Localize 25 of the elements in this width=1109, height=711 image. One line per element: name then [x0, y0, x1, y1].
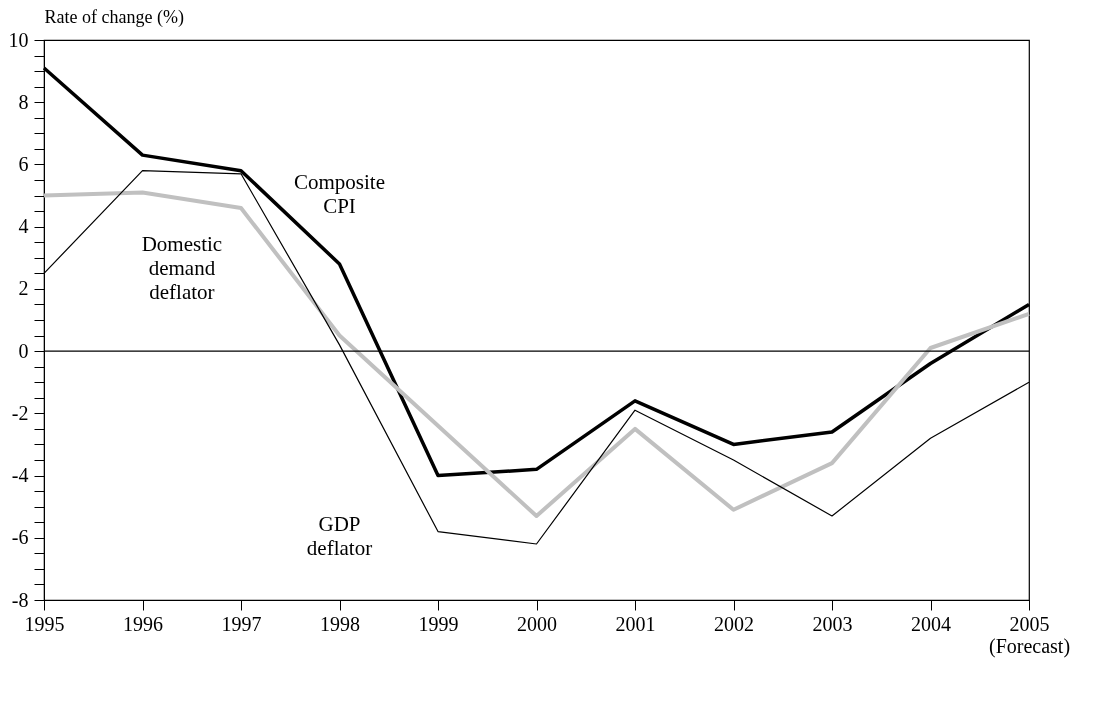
x-tick-label: 2003	[812, 612, 853, 635]
x-tick-label: 1998	[320, 612, 360, 635]
y-tick-label: 0	[18, 339, 29, 362]
series-label: Domestic demand deflator	[141, 232, 223, 305]
x-tick-label: 1995	[24, 612, 65, 635]
series-label: Composite CPI	[293, 170, 386, 219]
y-tick-label: 2	[18, 277, 29, 300]
y-tick-label: -6	[11, 526, 29, 549]
y-tick-label: -4	[11, 464, 29, 487]
x-tick-label: 1996	[123, 612, 163, 635]
x-tick-label: 2004	[911, 612, 951, 635]
y-tick-label: -2	[11, 401, 29, 424]
x-tick-label: 1999	[418, 612, 459, 635]
y-tick-label: 6	[18, 152, 29, 175]
y-axis-title: Rate of change (%)	[44, 6, 184, 28]
x-tick-label: 2001	[615, 612, 656, 635]
x-tick-label: 2000	[517, 612, 557, 635]
x-tick-label: 2005 (Forecast)	[988, 612, 1071, 658]
x-tick-label: 1997	[221, 612, 262, 635]
y-tick-label: 10	[8, 28, 29, 51]
y-tick-label: 4	[18, 215, 29, 238]
y-tick-label: 8	[18, 90, 29, 113]
x-tick-label: 2002	[714, 612, 754, 635]
y-tick-label: -8	[11, 588, 29, 611]
text: GDP deflator	[306, 512, 373, 561]
